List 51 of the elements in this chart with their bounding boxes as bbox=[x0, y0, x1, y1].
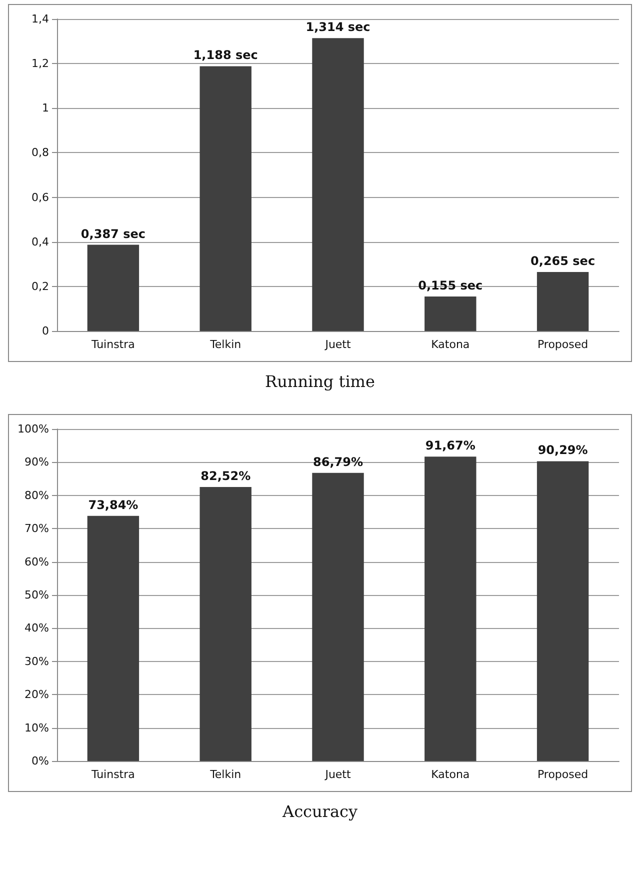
x-tick-label: Telkin bbox=[209, 768, 242, 781]
y-tick-label: 10% bbox=[24, 721, 49, 734]
x-tick-label: Katona bbox=[431, 338, 470, 351]
bar bbox=[312, 472, 364, 761]
data-label: 90,29% bbox=[538, 443, 588, 458]
y-tick-label: 0% bbox=[32, 754, 49, 768]
data-label: 73,84% bbox=[88, 498, 138, 512]
text: Accuracy bbox=[281, 802, 358, 821]
x-tick-label: Proposed bbox=[537, 338, 588, 351]
x-tick-label: Juett bbox=[324, 338, 352, 351]
bar bbox=[87, 244, 140, 331]
data-label: 1,314 sec bbox=[306, 20, 370, 34]
data-label: 91,67% bbox=[425, 438, 476, 453]
x-tick-label: Katona bbox=[431, 768, 470, 781]
bar bbox=[87, 516, 140, 761]
data-label: 86,79% bbox=[313, 454, 363, 469]
y-tick-label: 0,4 bbox=[32, 235, 49, 248]
bar bbox=[312, 38, 364, 331]
y-tick-label: 0,2 bbox=[32, 280, 49, 293]
y-tick-label: 1,4 bbox=[32, 12, 49, 26]
data-label: 0,155 sec bbox=[418, 278, 483, 292]
y-tick-label: 90% bbox=[24, 456, 49, 469]
y-tick-label: 1,2 bbox=[32, 57, 49, 70]
x-tick-label: Proposed bbox=[537, 768, 588, 781]
y-tick-label: 30% bbox=[24, 654, 49, 668]
bar bbox=[200, 487, 252, 761]
y-tick-label: 0,6 bbox=[32, 190, 49, 204]
y-tick-label: 100% bbox=[18, 422, 49, 436]
data-label: 82,52% bbox=[200, 469, 251, 484]
x-tick-label: Telkin bbox=[209, 338, 242, 351]
y-tick-label: 0,8 bbox=[32, 146, 49, 160]
y-tick-label: 60% bbox=[24, 555, 49, 568]
y-tick-label: 50% bbox=[24, 588, 49, 602]
bar bbox=[424, 456, 476, 761]
x-tick-label: Juett bbox=[324, 768, 352, 781]
data-label: 0,387 sec bbox=[80, 226, 146, 241]
y-tick-label: 40% bbox=[24, 622, 49, 635]
y-tick-label: 80% bbox=[24, 488, 49, 502]
text: Running time bbox=[264, 372, 376, 391]
x-tick-label: Tuinstra bbox=[90, 338, 135, 351]
y-tick-label: 1 bbox=[42, 102, 49, 115]
data-label: 1,188 sec bbox=[193, 48, 258, 62]
x-tick-label: Tuinstra bbox=[90, 768, 135, 781]
y-tick-label: 0 bbox=[42, 324, 49, 338]
bar bbox=[536, 461, 589, 761]
y-tick-label: 20% bbox=[24, 688, 49, 702]
y-tick-label: 70% bbox=[24, 522, 49, 536]
bar bbox=[424, 296, 476, 331]
bar bbox=[536, 272, 589, 331]
bar bbox=[200, 66, 252, 331]
data-label: 0,265 sec bbox=[530, 254, 596, 268]
